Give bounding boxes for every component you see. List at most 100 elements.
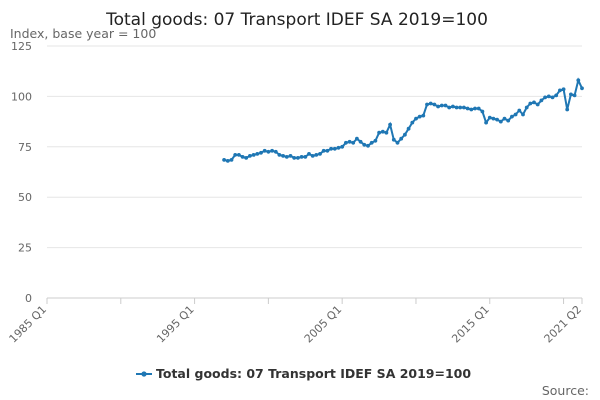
data-point	[443, 103, 448, 108]
data-point	[340, 144, 345, 149]
data-point	[495, 117, 499, 122]
data-point	[222, 158, 227, 162]
data-point	[524, 105, 529, 110]
legend-dot-marker	[141, 371, 147, 377]
y-tick-label: 0	[25, 292, 32, 305]
data-point	[310, 154, 315, 158]
legend-entry: Total goods: 07 Transport IDEF SA 2019=1…	[156, 366, 471, 381]
data-point	[266, 149, 271, 154]
data-point	[502, 116, 507, 121]
data-point	[281, 154, 285, 158]
data-point	[469, 107, 474, 112]
data-point	[336, 145, 341, 150]
y-axis-ticks: 0 25 50 75 100 125	[11, 40, 32, 305]
data-point	[380, 129, 385, 134]
data-point	[366, 143, 370, 148]
data-point	[521, 112, 525, 117]
data-point	[425, 102, 429, 107]
data-point	[565, 107, 570, 112]
data-point	[344, 140, 348, 145]
data-point	[506, 118, 511, 123]
source-label: Source:	[542, 383, 589, 398]
data-point	[255, 152, 260, 156]
data-point	[314, 153, 319, 157]
y-tick-label: 25	[18, 242, 32, 255]
data-point	[369, 140, 374, 145]
data-point	[498, 119, 503, 124]
data-point	[351, 140, 356, 145]
data-point	[399, 136, 404, 141]
chart-title: Total goods: 07 Transport IDEF SA 2019=1…	[105, 10, 488, 30]
data-point	[384, 130, 389, 135]
data-point	[572, 93, 577, 98]
data-point	[347, 139, 352, 144]
y-tick-label: 125	[11, 40, 32, 53]
data-point	[436, 104, 440, 109]
data-point	[580, 86, 584, 91]
data-point	[391, 137, 396, 142]
data-point	[532, 100, 536, 105]
data-point	[561, 87, 566, 92]
data-point	[273, 149, 278, 154]
data-point	[491, 116, 496, 121]
data-point	[395, 140, 400, 145]
data-point	[325, 148, 330, 153]
data-point	[318, 152, 322, 156]
data-point	[403, 132, 407, 137]
data-point	[517, 108, 522, 113]
data-point	[439, 103, 444, 108]
x-tick-label: 2021 Q2	[542, 303, 585, 346]
data-point	[270, 148, 274, 153]
data-point	[543, 95, 547, 100]
data-point	[451, 104, 455, 109]
y-tick-label: 100	[11, 90, 32, 103]
data-point	[321, 148, 326, 153]
data-point	[288, 154, 293, 158]
data-point	[476, 106, 481, 111]
data-point	[458, 105, 463, 110]
data-point	[480, 109, 485, 114]
data-point	[513, 112, 518, 117]
data-point	[554, 93, 559, 98]
data-point	[377, 130, 381, 135]
data-point	[550, 95, 555, 100]
data-point	[362, 142, 367, 147]
data-point	[528, 101, 533, 106]
data-point	[262, 148, 267, 153]
data-point	[510, 114, 514, 119]
data-point	[417, 114, 422, 119]
data-point	[569, 92, 573, 97]
data-point	[277, 153, 282, 157]
y-tick-label: 75	[18, 141, 32, 154]
series-line	[223, 77, 583, 162]
data-point	[484, 120, 488, 125]
data-point	[237, 153, 241, 157]
data-point	[410, 120, 415, 125]
data-point	[296, 156, 300, 160]
data-point	[284, 155, 289, 159]
x-axis-ticks: 1985 Q1 1995 Q1 2005 Q1 2015 Q1 2021 Q2	[7, 298, 585, 346]
data-point	[307, 152, 311, 156]
data-point	[414, 116, 418, 121]
data-point	[465, 106, 470, 111]
x-tick-label: 2015 Q1	[449, 303, 492, 346]
data-point	[388, 122, 392, 127]
data-point	[373, 138, 378, 143]
data-point	[229, 158, 234, 162]
data-point	[332, 146, 337, 151]
data-point	[303, 155, 308, 159]
data-point	[428, 101, 433, 106]
data-point	[358, 139, 363, 144]
data-point	[546, 94, 551, 99]
series-points	[222, 78, 584, 163]
data-point	[406, 126, 411, 131]
data-point	[432, 102, 437, 107]
data-point	[473, 106, 477, 111]
data-point	[233, 153, 238, 157]
y-axis-label: Index, base year = 100	[10, 26, 156, 41]
x-tick-label: 1985 Q1	[7, 303, 50, 346]
x-tick-label: 1995 Q1	[154, 303, 197, 346]
data-point	[576, 78, 581, 83]
data-point	[251, 153, 256, 157]
